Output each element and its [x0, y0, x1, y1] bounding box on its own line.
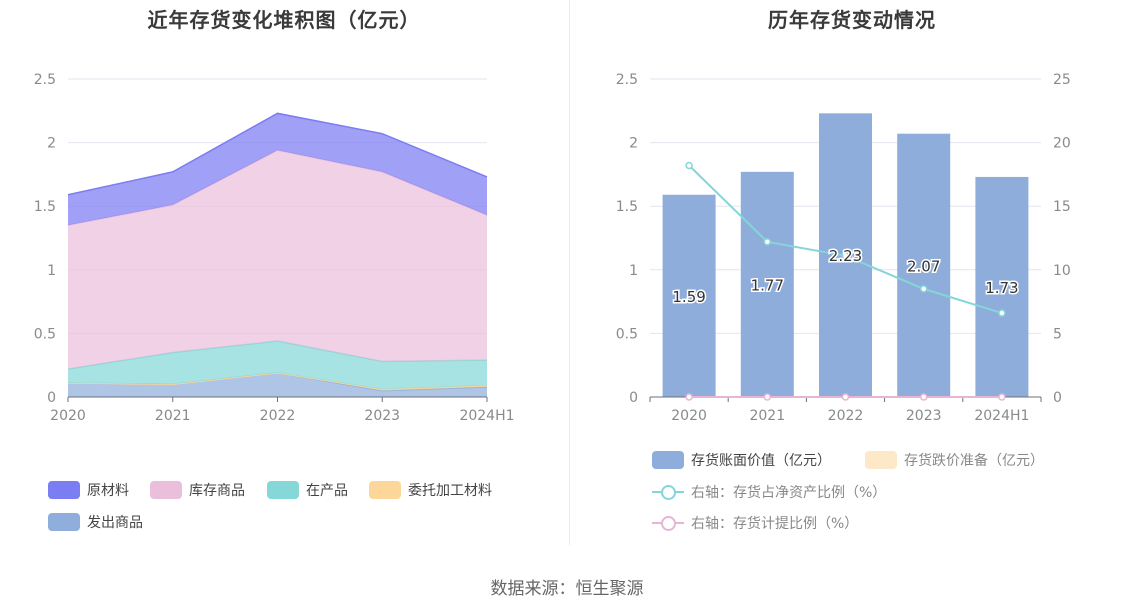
- x-tick-label: 2021: [155, 408, 191, 424]
- x-tick-label: 2020: [671, 408, 707, 424]
- y-tick-label: 2.5: [616, 72, 638, 88]
- left-chart-panel: 近年存货变化堆积图（亿元） 0 0.5 1 1.5 2 2.5 2020 2021 2022 20…: [0, 0, 568, 560]
- x-tick-label: 2023: [906, 408, 942, 424]
- line-point: [919, 285, 928, 293]
- y-tick-label: 2.5: [34, 72, 56, 88]
- legend-item[interactable]: 在产品: [267, 480, 348, 500]
- legend-swatch: [369, 481, 401, 499]
- legend-label: 库存商品: [189, 483, 245, 499]
- y2-tick-label: 10: [1053, 263, 1071, 279]
- y-tick-label: 0.5: [34, 326, 56, 342]
- bar: [975, 176, 1029, 397]
- bar-value-label: 1.59: [672, 288, 705, 306]
- bar: [662, 194, 716, 397]
- data-source: 数据来源：恒生聚源: [490, 579, 644, 599]
- y2-tick-label: 5: [1053, 326, 1062, 342]
- bar-value-label: 1.73: [985, 279, 1018, 297]
- legend-swatch: [652, 451, 684, 469]
- legend-item[interactable]: 存货账面价值（亿元）: [652, 450, 831, 470]
- bar-line-chart: 0 0.5 1 1.5 2 2.5 0 5 10 15 20 25 2020 2021 2022 2023 20…: [616, 72, 1071, 424]
- line-point: [998, 393, 1006, 401]
- legend-item[interactable]: 发出商品: [48, 512, 143, 532]
- line-point: [763, 238, 772, 246]
- y-tick-label: 1: [629, 263, 638, 279]
- y2-tick-label: 25: [1053, 72, 1071, 88]
- y-tick-label: 1.5: [616, 199, 638, 215]
- y-tick-label: 0: [629, 390, 638, 406]
- right-chart-title: 历年存货变动情况: [768, 8, 936, 32]
- y2-tick-label: 20: [1053, 136, 1071, 152]
- legend-swatch: [48, 513, 80, 531]
- legend-swatch: [150, 481, 182, 499]
- y2-tick-label: 15: [1053, 199, 1071, 215]
- line-point: [685, 161, 693, 170]
- legend-item[interactable]: 存货跌价准备（亿元）: [865, 450, 1044, 470]
- y-tick-label: 1: [47, 263, 56, 279]
- legend-swatch: [267, 481, 299, 499]
- y-tick-label: 2: [47, 136, 56, 152]
- legend-swatch: [865, 451, 897, 469]
- x-tick-label: 2023: [364, 408, 400, 424]
- y-tick-label: 0.5: [616, 326, 638, 342]
- y-tick-label: 2: [629, 136, 638, 152]
- legend-label: 存货跌价准备（亿元）: [904, 453, 1044, 469]
- line-point: [685, 393, 693, 401]
- area-原材料: [68, 113, 487, 226]
- x-tick-label: 2022: [260, 408, 296, 424]
- legend-item[interactable]: 右轴：存货计提比例（%）: [652, 513, 858, 533]
- line-point: [763, 393, 772, 401]
- legend-label: 原材料: [87, 483, 129, 499]
- stacked-area-chart: 0 0.5 1 1.5 2 2.5 2020 2021 2022 2023 2024H1: [34, 72, 515, 424]
- panel-divider: [569, 0, 570, 545]
- legend-label: 发出商品: [87, 515, 143, 531]
- x-tick-label: 2022: [828, 408, 864, 424]
- legend-label: 右轴：存货占净资产比例（%）: [691, 485, 887, 501]
- line-point: [841, 252, 850, 260]
- line-point: [919, 393, 928, 401]
- right-chart-panel: 历年存货变动情况 0 0.5 1 1.5 2 2.5 0 5 10 15 20 25 2020 2021 2…: [570, 0, 1134, 560]
- bar-value-label: 2.07: [907, 257, 940, 275]
- bar: [740, 171, 794, 397]
- legend-label: 委托加工材料: [408, 483, 492, 499]
- area-edge-原材料: [67, 112, 488, 196]
- legend-label: 存货账面价值（亿元）: [691, 453, 831, 469]
- x-tick-label: 2020: [50, 408, 86, 424]
- legend-swatch: [652, 483, 684, 501]
- legend-swatch: [652, 514, 684, 532]
- x-tick-label: 2021: [749, 408, 785, 424]
- bar-value-label: 2.23: [829, 247, 862, 265]
- bar: [897, 133, 951, 398]
- y-tick-label: 1.5: [34, 199, 56, 215]
- x-tick-label: 2024H1: [974, 408, 1029, 424]
- x-tick-label: 2024H1: [459, 408, 514, 424]
- y-tick-label: 0: [47, 390, 56, 406]
- y2-tick-label: 0: [1053, 390, 1062, 406]
- legend-item[interactable]: 右轴：存货占净资产比例（%）: [652, 482, 886, 502]
- legend-item[interactable]: 原材料: [48, 480, 129, 500]
- legend-item[interactable]: 委托加工材料: [369, 480, 492, 500]
- legend-label: 右轴：存货计提比例（%）: [691, 516, 859, 532]
- legend-label: 在产品: [306, 483, 348, 499]
- line-point: [998, 309, 1006, 317]
- bar-value-label: 1.77: [751, 276, 784, 294]
- left-chart-title: 近年存货变化堆积图（亿元）: [147, 8, 421, 32]
- legend-item[interactable]: 库存商品: [150, 480, 245, 500]
- line-point: [841, 393, 850, 401]
- legend-swatch: [48, 481, 80, 499]
